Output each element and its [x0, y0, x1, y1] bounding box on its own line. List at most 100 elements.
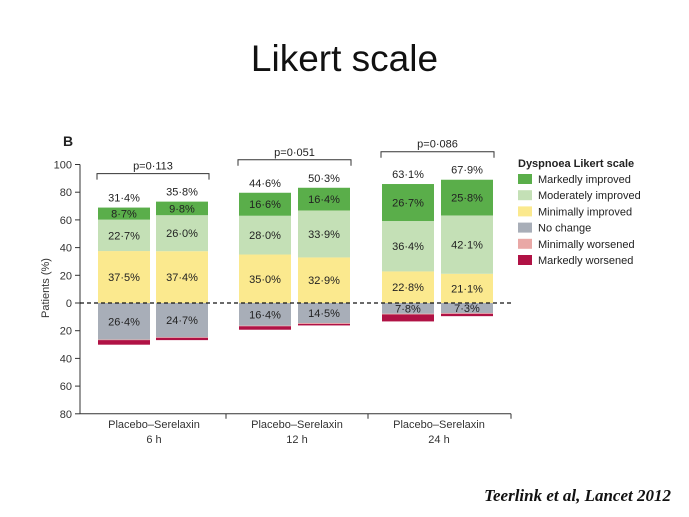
total-improved-label: 50·3% [308, 173, 340, 185]
y-tick-label: 0 [66, 298, 72, 310]
bar-segment-minimally-improved [441, 273, 493, 303]
data-label: 16·6% [249, 199, 281, 211]
data-label: 37·5% [108, 272, 140, 284]
y-tick-label: 60 [60, 381, 72, 393]
citation: Teerlink et al, Lancet 2012 [484, 486, 671, 505]
significance-bracket [237, 159, 352, 166]
bar-segment-no-change [239, 303, 291, 326]
data-label: 21·1% [451, 283, 483, 295]
bar-segment-moderately-improved [298, 210, 350, 258]
bar-segment-markedly-worsened [239, 326, 291, 330]
legend-swatch-minimally-worsened [518, 238, 532, 249]
legend-swatch-minimally-improved [518, 206, 532, 217]
slide-title: Likert scale [250, 38, 439, 79]
data-label: 26·0% [166, 228, 198, 240]
total-improved-label: 31·4% [108, 193, 140, 205]
bar-segment-markedly-improved [441, 179, 493, 216]
y-tick-label: 80 [60, 187, 72, 199]
bar-segment-markedly-worsened [298, 323, 350, 326]
total-improved-label: 63·1% [392, 169, 424, 181]
p-value-label: p=0·113 [133, 161, 173, 173]
bar-segment-minimally-worsened [298, 323, 350, 324]
data-label: 8·7% [111, 209, 137, 221]
legend-swatch-markedly-improved [518, 174, 532, 184]
y-tick-label: 60 [60, 215, 72, 227]
bar-segment-minimally-worsened [382, 313, 434, 315]
y-tick-label: 20 [60, 270, 72, 282]
panel-label: B [63, 133, 73, 149]
bar-segment-no-change [156, 303, 208, 338]
y-tick-label: 80 [60, 409, 72, 421]
data-label: 35·0% [249, 274, 281, 286]
bar-segment-minimally-improved [156, 251, 208, 303]
data-label: 14·5% [308, 308, 340, 320]
legend-label: Markedly worsened [538, 255, 633, 267]
legend-label: Markedly improved [538, 174, 631, 186]
bar-segment-minimally-improved [98, 251, 150, 303]
bar-segment-minimally-improved [382, 271, 434, 303]
p-value-label: p=0·086 [417, 139, 458, 151]
group-label: Placebo–Serelaxin [251, 419, 343, 431]
bar-segment-moderately-improved [98, 219, 150, 252]
legend-swatch-markedly-worsened [518, 255, 532, 265]
data-label: 33·9% [308, 229, 340, 241]
bar-segment-moderately-improved [239, 215, 291, 255]
bar-segment-minimally-improved [298, 257, 350, 303]
group-label: Placebo–Serelaxin [393, 419, 485, 431]
data-label: 22·7% [108, 230, 140, 242]
data-label: 26·7% [392, 198, 424, 210]
y-tick-label: 100 [54, 160, 72, 172]
y-tick-label: 20 [60, 326, 72, 338]
data-label: 16·4% [308, 194, 340, 206]
group-sublabel: 6 h [146, 434, 161, 446]
data-label: 26·4% [108, 316, 140, 328]
data-label: 32·9% [308, 275, 340, 287]
y-tick-label: 40 [60, 243, 72, 255]
group-sublabel: 24 h [428, 434, 449, 446]
bar-segment-no-change [382, 303, 434, 314]
bar-segment-markedly-improved [156, 201, 208, 216]
bar-segment-minimally-worsened [239, 325, 291, 327]
total-improved-label: 67·9% [451, 165, 483, 177]
data-label: 36·4% [392, 241, 424, 253]
data-label: 24·7% [166, 315, 198, 327]
p-value-label: p=0·051 [274, 147, 315, 159]
bar-segment-minimally-improved [239, 254, 291, 303]
bar-segment-minimally-worsened [441, 313, 493, 314]
bar-segment-no-change [98, 303, 150, 340]
data-label: 9·8% [169, 203, 195, 215]
bar-segment-minimally-worsened [98, 339, 150, 341]
total-improved-label: 35·8% [166, 187, 198, 199]
data-label: 16·4% [249, 309, 281, 321]
bar-segment-markedly-worsened [98, 340, 150, 345]
total-improved-label: 44·6% [249, 178, 281, 190]
data-label: 28·0% [249, 230, 281, 242]
legend-label: No change [538, 223, 591, 235]
y-tick-label: 40 [60, 353, 72, 365]
legend-swatch-no-change [518, 222, 532, 233]
data-label: 22·8% [392, 282, 424, 294]
data-label: 37·4% [166, 272, 198, 284]
legend-label: Minimally worsened [538, 239, 635, 251]
bar-segment-minimally-worsened [156, 337, 208, 338]
bar-segment-moderately-improved [441, 215, 493, 274]
bar-segment-markedly-worsened [441, 313, 493, 317]
bar-segment-markedly-worsened [382, 314, 434, 322]
significance-bracket [96, 173, 210, 180]
group-sublabel: 12 h [286, 434, 307, 446]
legend-swatch-moderately-improved [518, 190, 532, 201]
bar-segment-markedly-worsened [156, 337, 208, 341]
data-label: 7·8% [395, 303, 421, 315]
group-label: Placebo–Serelaxin [108, 419, 200, 431]
data-label: 7·3% [454, 303, 480, 315]
data-label: 42·1% [451, 240, 483, 252]
y-axis-label: Patients (%) [40, 258, 52, 318]
bar-segment-moderately-improved [156, 215, 208, 252]
legend-title: Dyspnoea Likert scale [518, 158, 634, 170]
bar-segment-markedly-improved [98, 207, 150, 220]
bar-segment-moderately-improved [382, 221, 434, 272]
legend-label: Minimally improved [538, 206, 632, 218]
bar-segment-markedly-improved [382, 184, 434, 222]
bar-segment-markedly-improved [239, 192, 291, 216]
bar-segment-markedly-improved [298, 187, 350, 211]
